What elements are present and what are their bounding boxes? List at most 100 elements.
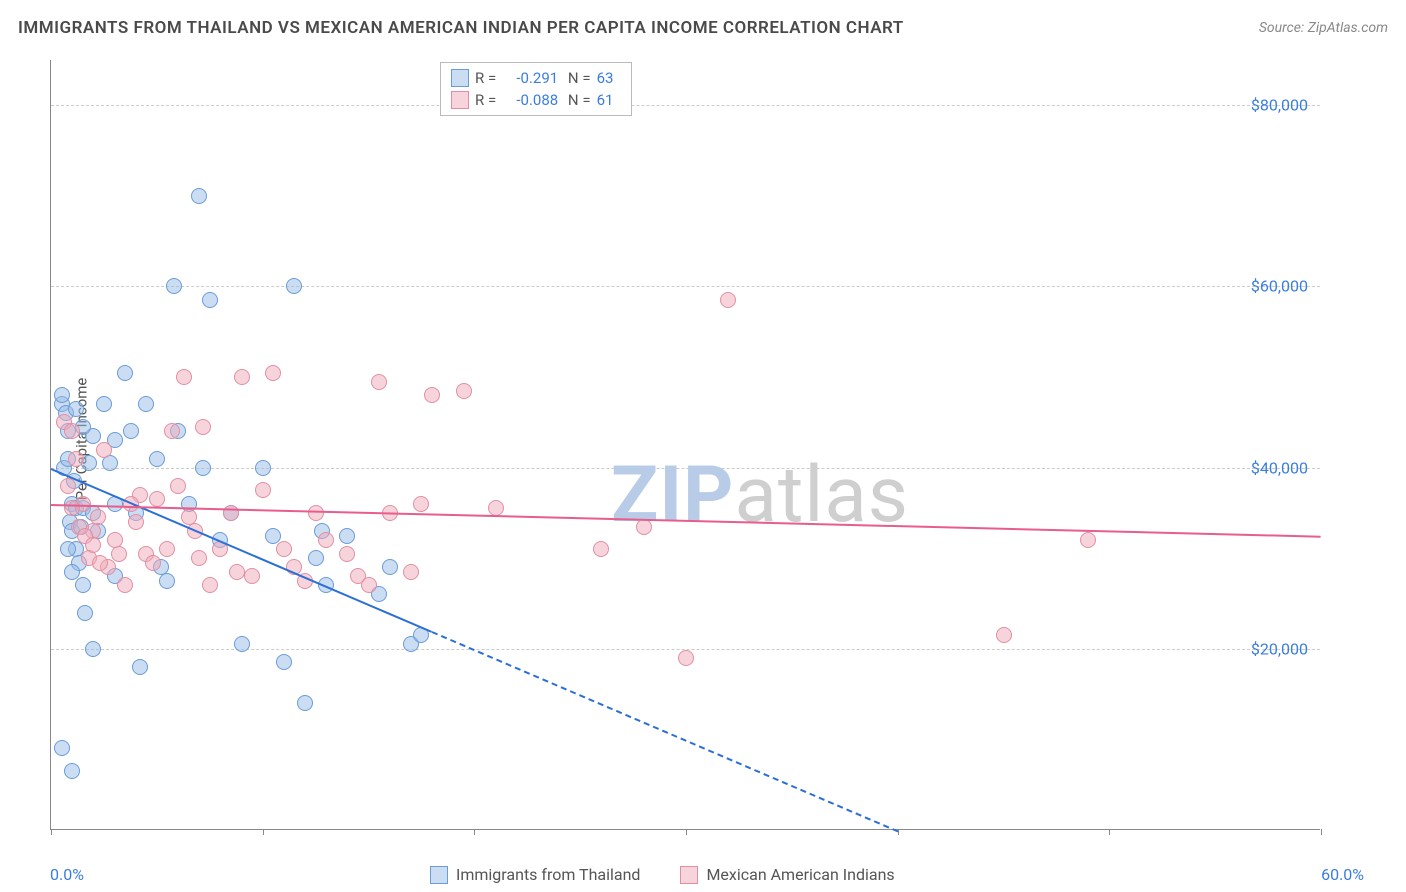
data-point — [164, 423, 180, 439]
y-tick-label: $80,000 — [1251, 96, 1308, 115]
data-point — [68, 451, 84, 467]
data-point — [68, 401, 84, 417]
data-point — [102, 455, 118, 471]
data-point — [145, 555, 161, 571]
data-point — [720, 292, 736, 308]
data-point — [54, 387, 70, 403]
chart-title: IMMIGRANTS FROM THAILAND VS MEXICAN AMER… — [18, 18, 904, 38]
series-label: Mexican American Indians — [706, 865, 894, 884]
data-point — [318, 532, 334, 548]
legend-item: Mexican American Indians — [680, 865, 894, 884]
data-point — [234, 636, 250, 652]
data-point — [170, 478, 186, 494]
source-attribution: Source: ZipAtlas.com — [1259, 20, 1388, 36]
data-point — [339, 546, 355, 562]
data-point — [255, 482, 271, 498]
data-point — [361, 577, 377, 593]
data-point — [90, 509, 106, 525]
data-point — [64, 564, 80, 580]
data-point — [413, 496, 429, 512]
y-tick-label: $40,000 — [1251, 458, 1308, 477]
data-point — [996, 627, 1012, 643]
data-point — [117, 577, 133, 593]
data-point — [159, 573, 175, 589]
n-value: 61 — [597, 91, 621, 109]
data-point — [265, 528, 281, 544]
data-point — [60, 541, 76, 557]
data-point — [1080, 532, 1096, 548]
series-swatch-icon — [680, 866, 698, 884]
series-swatch-icon — [451, 69, 469, 87]
data-point — [276, 541, 292, 557]
data-point — [166, 278, 182, 294]
data-point — [132, 659, 148, 675]
data-point — [75, 577, 91, 593]
data-point — [64, 500, 80, 516]
data-point — [85, 537, 101, 553]
data-point — [382, 559, 398, 575]
data-point — [123, 423, 139, 439]
data-point — [202, 577, 218, 593]
data-point — [223, 505, 239, 521]
data-point — [234, 369, 250, 385]
data-point — [191, 550, 207, 566]
data-point — [117, 365, 133, 381]
x-tick — [263, 829, 264, 835]
x-tick — [1321, 829, 1322, 835]
x-tick — [1109, 829, 1110, 835]
data-point — [276, 654, 292, 670]
x-tick — [51, 829, 52, 835]
data-point — [111, 546, 127, 562]
watermark: ZIPatlas — [611, 450, 909, 541]
data-point — [85, 641, 101, 657]
data-point — [77, 605, 93, 621]
data-point — [138, 396, 154, 412]
data-point — [176, 369, 192, 385]
data-point — [191, 188, 207, 204]
gridline — [51, 105, 1320, 106]
gridline — [51, 468, 1320, 469]
legend-stats-row: R = -0.088 N = 61 — [451, 89, 621, 111]
data-point — [456, 383, 472, 399]
data-point — [244, 568, 260, 584]
data-point — [286, 278, 302, 294]
y-tick-label: $20,000 — [1251, 639, 1308, 658]
x-axis-min-label: 0.0% — [50, 865, 84, 884]
data-point — [159, 541, 175, 557]
r-value: -0.088 — [502, 91, 558, 109]
data-point — [297, 695, 313, 711]
data-point — [403, 564, 419, 580]
trendline — [51, 504, 1321, 538]
data-point — [308, 550, 324, 566]
gridline — [51, 286, 1320, 287]
x-tick — [686, 829, 687, 835]
y-tick-label: $60,000 — [1251, 277, 1308, 296]
data-point — [149, 491, 165, 507]
r-value: -0.291 — [502, 69, 558, 87]
series-swatch-icon — [451, 91, 469, 109]
data-point — [424, 387, 440, 403]
data-point — [265, 365, 281, 381]
trendline — [432, 631, 898, 832]
data-point — [678, 650, 694, 666]
data-point — [54, 740, 70, 756]
data-point — [339, 528, 355, 544]
series-label: Immigrants from Thailand — [456, 865, 640, 884]
data-point — [255, 460, 271, 476]
legend-stats-row: R = -0.291 N = 63 — [451, 67, 621, 89]
data-point — [229, 564, 245, 580]
trendline — [51, 468, 433, 633]
data-point — [195, 460, 211, 476]
data-point — [308, 505, 324, 521]
data-point — [96, 396, 112, 412]
data-point — [128, 514, 144, 530]
data-point — [92, 555, 108, 571]
x-axis-max-label: 60.0% — [1321, 865, 1364, 884]
data-point — [64, 423, 80, 439]
plot-area: ZIPatlas $20,000 $40,000 $60,000 $80,000 — [50, 60, 1320, 830]
n-value: 63 — [597, 69, 621, 87]
legend-series-box: Immigrants from Thailand Mexican America… — [430, 865, 895, 884]
data-point — [371, 374, 387, 390]
data-point — [149, 451, 165, 467]
x-tick — [474, 829, 475, 835]
